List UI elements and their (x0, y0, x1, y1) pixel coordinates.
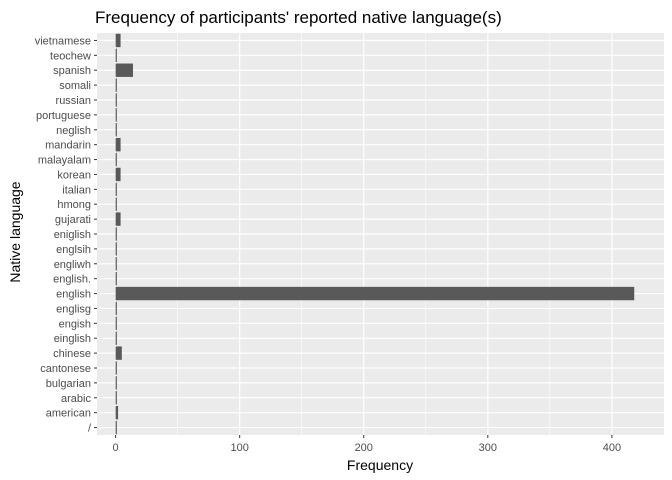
y-tick-label: englisg (56, 303, 91, 315)
bar-italian (115, 182, 117, 197)
bar-russian (115, 93, 117, 107)
y-tick-label: gujarati (55, 214, 91, 226)
bar-mandarin (115, 137, 121, 152)
y-tick-label: engish (59, 318, 91, 330)
x-tick-label: 100 (231, 442, 249, 454)
bar-neglish (115, 123, 117, 137)
y-tick-label: somali (59, 80, 91, 92)
y-tick-label: / (88, 423, 92, 435)
y-tick-label: malayalam (38, 155, 91, 167)
y-tick-label: russian (56, 95, 91, 107)
bars (115, 33, 635, 435)
y-tick-label: korean (57, 169, 91, 181)
y-tick-label: vietnamese (35, 35, 91, 47)
bar-teochew (115, 48, 117, 63)
bar-english. (115, 271, 117, 286)
y-tick-label: eniglish (54, 229, 91, 241)
y-tick-label: hmong (57, 199, 91, 211)
bar-vietnamese (115, 33, 121, 48)
bar-somali (115, 78, 117, 92)
y-tick-label: englsih (56, 244, 91, 256)
bar-chinese (115, 346, 122, 360)
y-tick-label: engliwh (54, 259, 91, 271)
bar-engish (115, 316, 117, 331)
y-tick-label: portuguese (36, 110, 91, 122)
y-tick-label: english. (53, 274, 91, 286)
y-axis-title: Native language (7, 181, 23, 282)
x-tick-label: 0 (113, 442, 119, 454)
bar-cantonese (115, 361, 117, 375)
x-axis: 0 100 200 300 400 (113, 435, 621, 454)
bar-bulgarian (115, 376, 117, 390)
bar-englsih (115, 242, 117, 256)
bar-malayalam (115, 152, 117, 167)
x-axis-title: Frequency (347, 457, 413, 473)
y-tick-label: neglish (56, 125, 91, 137)
y-tick-label: chinese (53, 348, 91, 360)
x-tick-label: 200 (355, 442, 373, 454)
x-tick-label: 300 (479, 442, 497, 454)
y-tick-label: cantonese (40, 363, 91, 375)
x-tick-label: 400 (603, 442, 621, 454)
bar-eniglish (115, 227, 117, 241)
bar-gujarati (115, 212, 121, 226)
y-tick-label: teochew (50, 50, 91, 62)
y-tick-label: italian (62, 184, 91, 196)
bar-american (115, 405, 119, 420)
bar-english (115, 286, 635, 301)
bar-arabic (115, 391, 117, 405)
y-tick-label: bulgarian (46, 378, 91, 390)
bar-portuguese (115, 108, 117, 122)
grid-lines (97, 33, 664, 435)
bar-korean (115, 167, 121, 182)
bar-spanish (115, 63, 133, 77)
y-tick-label: american (46, 408, 91, 420)
bar-hmong (115, 197, 117, 211)
bar-engliwh (115, 257, 117, 271)
bar-englisg (115, 301, 117, 316)
y-tick-label: spanish (53, 65, 91, 77)
chart-title: Frequency of participants' reported nati… (95, 8, 502, 27)
bar-/ (115, 420, 117, 435)
y-tick-label: einglish (54, 333, 91, 345)
y-tick-label: mandarin (45, 140, 91, 152)
bar-einglish (115, 331, 117, 345)
y-axis: / american arabic bulgarian cantonese chinese… (35, 35, 97, 435)
y-tick-label: arabic (61, 393, 91, 405)
y-tick-label: english (56, 289, 91, 301)
